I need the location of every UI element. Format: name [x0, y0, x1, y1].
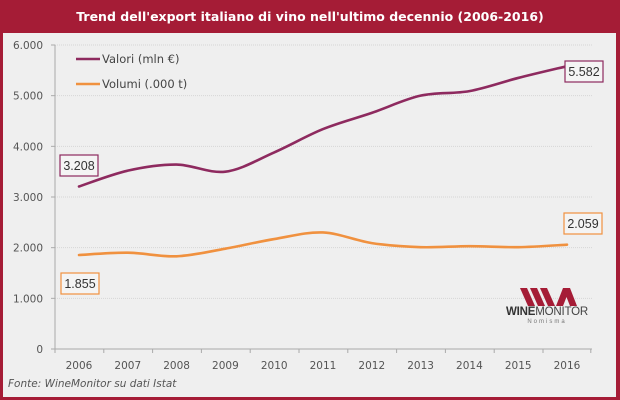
data-callout-box — [59, 154, 99, 177]
data-callout-label: 5.582 — [568, 65, 599, 79]
winemonitor-logo: WINEMONITOR Nomisma — [502, 286, 592, 326]
legend-label-valori: Valori (mln €) — [102, 52, 179, 66]
data-callout-box — [563, 212, 603, 235]
y-tick-label: 5.000 — [13, 91, 43, 103]
series-line-volumi — [77, 231, 569, 258]
x-tick-label: 2006 — [66, 360, 93, 372]
y-tick-label: 3.000 — [13, 192, 43, 204]
y-tick-label: 1.000 — [13, 293, 43, 305]
data-callout-box — [564, 60, 604, 83]
x-tick-label: 2016 — [554, 360, 581, 372]
x-tick-label: 2014 — [456, 360, 483, 372]
data-callout-label: 2.059 — [567, 217, 598, 231]
x-tick-label: 2009 — [212, 360, 239, 372]
y-tick-label: 0 — [36, 344, 43, 356]
data-callout-label: 1.855 — [64, 277, 95, 291]
x-tick-label: 2011 — [310, 360, 337, 372]
logo-wordmark: WINEMONITOR — [506, 306, 588, 318]
x-tick-label: 2010 — [261, 360, 288, 372]
x-tick-label: 2012 — [358, 360, 385, 372]
data-callout-box — [60, 272, 100, 295]
x-tick-label: 2008 — [163, 360, 190, 372]
chart-panel — [3, 33, 616, 397]
x-tick-label: 2013 — [407, 360, 434, 372]
y-tick-label: 4.000 — [13, 141, 43, 153]
y-tick-label: 6.000 — [13, 40, 43, 52]
chart-title: Trend dell'export italiano di vino nell'… — [0, 0, 620, 33]
logo-subtitle: Nomisma — [527, 319, 567, 325]
source-note: Fonte: WineMonitor su dati Istat — [8, 378, 177, 390]
x-tick-label: 2015 — [505, 360, 532, 372]
series-line-valori — [77, 64, 569, 188]
y-tick-label: 2.000 — [13, 243, 43, 255]
data-callout-label: 3.208 — [63, 159, 94, 173]
legend-label-volumi: Volumi (.000 t) — [102, 77, 187, 91]
logo-mark-icon — [520, 288, 577, 306]
x-tick-label: 2007 — [114, 360, 141, 372]
